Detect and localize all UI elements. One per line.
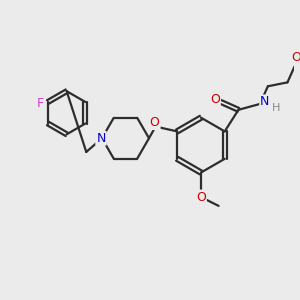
Text: N: N (96, 132, 106, 145)
Text: N: N (260, 95, 270, 109)
Text: O: O (196, 190, 206, 204)
Text: F: F (37, 98, 44, 110)
Text: H: H (272, 103, 280, 113)
Text: O: O (291, 51, 300, 64)
Text: O: O (210, 92, 220, 106)
Text: O: O (150, 116, 160, 129)
